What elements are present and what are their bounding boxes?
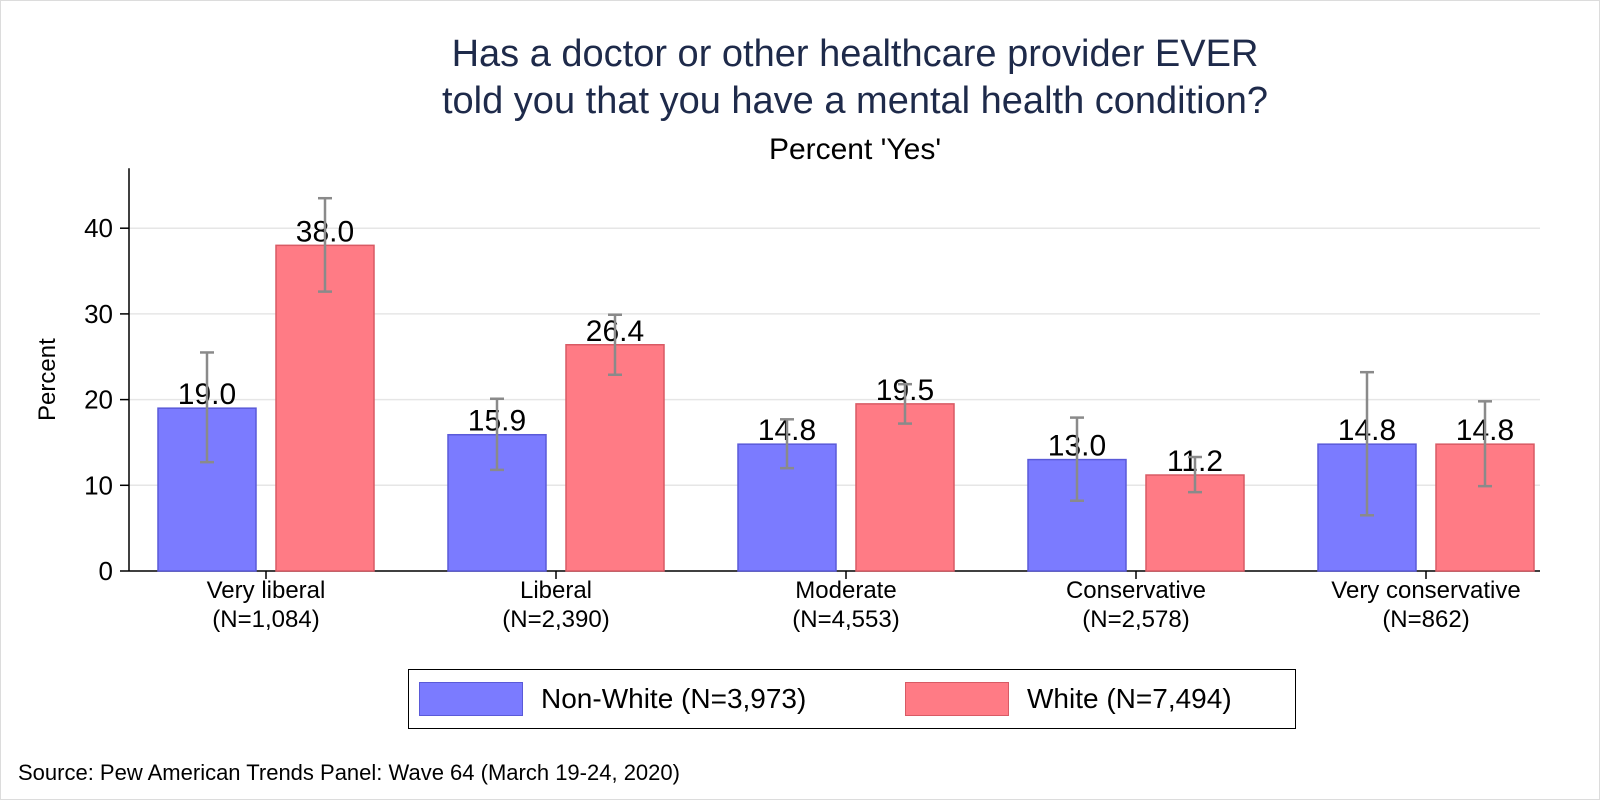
chart-legend: Non-White (N=3,973) White (N=7,494)	[408, 669, 1296, 729]
y-tick-label-20: 20	[84, 385, 113, 415]
legend-item-non-white: Non-White (N=3,973)	[419, 681, 806, 717]
x-tick-n-label-4: (N=862)	[1382, 606, 1469, 633]
x-tick-label-0: Very liberal	[207, 577, 326, 604]
x-tick-label-4: Very conservative	[1331, 577, 1520, 604]
y-tick-label-10: 10	[84, 470, 113, 500]
source-note: Source: Pew American Trends Panel: Wave …	[18, 760, 680, 785]
bar-cat0-s1	[275, 244, 375, 572]
chart-title-line-2: told you that you have a mental health c…	[441, 80, 1269, 122]
chart-subtitle: Percent 'Yes'	[768, 133, 942, 166]
x-tick-label-3: Conservative	[1066, 577, 1206, 604]
y-tick-label-30: 30	[84, 299, 113, 329]
y-tick-label-0: 0	[99, 556, 113, 586]
legend-swatch-non-white	[419, 682, 523, 716]
legend-label-white: White (N=7,494)	[1027, 683, 1232, 714]
legend-label-non-white: Non-White (N=3,973)	[541, 683, 807, 714]
x-tick-label-2: Moderate	[795, 577, 896, 604]
x-tick-n-label-2: (N=4,553)	[792, 606, 899, 633]
bar-cat1-s1	[565, 344, 665, 572]
x-tick-label-1: Liberal	[520, 577, 592, 604]
bar-cat2-s1	[855, 403, 955, 572]
x-tick-n-label-3: (N=2,578)	[1082, 606, 1189, 633]
y-axis-title: Percent	[34, 338, 61, 421]
legend-item-white: White (N=7,494)	[905, 681, 1232, 717]
legend-swatch-white	[905, 682, 1009, 716]
x-tick-n-label-0: (N=1,084)	[212, 606, 319, 633]
chart-title-line-1: Has a doctor or other healthcare provide…	[451, 33, 1259, 75]
x-tick-n-label-1: (N=2,390)	[502, 606, 609, 633]
y-tick-label-40: 40	[84, 213, 113, 243]
